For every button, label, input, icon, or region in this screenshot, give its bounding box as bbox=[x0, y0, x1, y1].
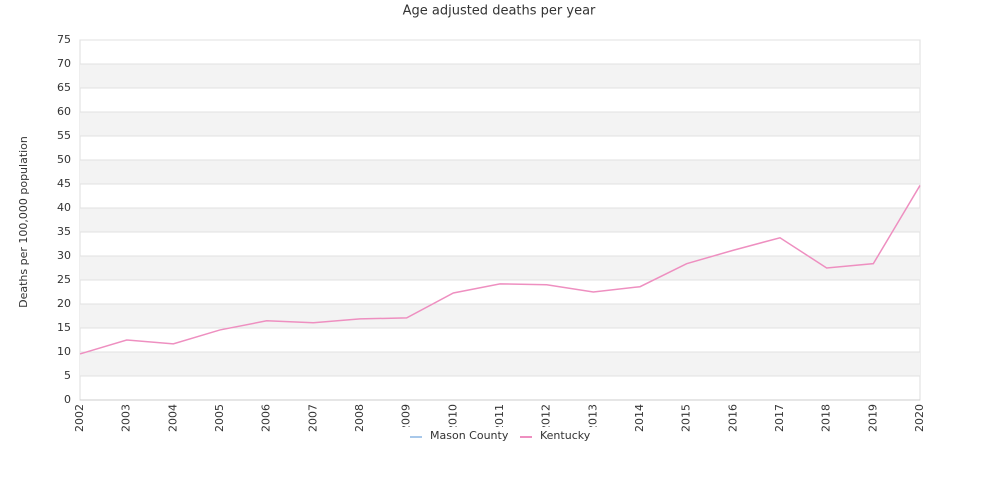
y-tick-label: 30 bbox=[57, 249, 71, 262]
y-tick-label: 35 bbox=[57, 225, 71, 238]
x-tick-label: 2019 bbox=[866, 404, 879, 432]
x-tick-label: 2011 bbox=[493, 404, 506, 432]
y-tick-label: 60 bbox=[57, 105, 71, 118]
grid-band bbox=[80, 352, 920, 376]
x-tick-label: 2017 bbox=[773, 404, 786, 432]
y-tick-label: 0 bbox=[64, 393, 71, 406]
x-tick-label: 2004 bbox=[166, 404, 179, 432]
legend-label: Mason County bbox=[430, 429, 509, 442]
y-tick-label: 75 bbox=[57, 33, 71, 46]
x-tick-label: 2005 bbox=[213, 404, 226, 432]
y-axis-label: Deaths per 100,000 population bbox=[17, 136, 30, 308]
legend-label: Kentucky bbox=[540, 429, 591, 442]
series-line bbox=[79, 185, 921, 355]
y-tick-label: 20 bbox=[57, 297, 71, 310]
x-tick-label: 2020 bbox=[913, 404, 926, 432]
x-tick-label: 2008 bbox=[353, 404, 366, 432]
y-tick-label: 15 bbox=[57, 321, 71, 334]
y-tick-label: 55 bbox=[57, 129, 71, 142]
y-tick-label: 50 bbox=[57, 153, 71, 166]
x-tick-label: 2009 bbox=[400, 404, 413, 432]
x-tick-label: 2003 bbox=[120, 404, 133, 432]
grid-band bbox=[80, 256, 920, 280]
y-tick-label: 5 bbox=[64, 369, 71, 382]
grid-band bbox=[80, 208, 920, 232]
x-tick-label: 2010 bbox=[446, 404, 459, 432]
legend: Mason County Kentucky bbox=[400, 427, 600, 445]
y-tick-label: 40 bbox=[57, 201, 71, 214]
y-tick-label: 65 bbox=[57, 81, 71, 94]
x-tick-label: 2007 bbox=[306, 404, 319, 432]
x-tick-label: 2015 bbox=[680, 404, 693, 432]
x-tick-label: 2013 bbox=[586, 404, 599, 432]
y-tick-label: 45 bbox=[57, 177, 71, 190]
grid-band bbox=[80, 304, 920, 328]
chart-title: Age adjusted deaths per year bbox=[403, 4, 596, 19]
x-tick-label: 2012 bbox=[540, 404, 553, 432]
grid-band bbox=[80, 112, 920, 136]
x-tick-label: 2002 bbox=[73, 404, 86, 432]
y-tick-label: 25 bbox=[57, 273, 71, 286]
x-tick-label: 2016 bbox=[726, 404, 739, 432]
x-tick-label: 2018 bbox=[820, 404, 833, 432]
y-tick-label: 70 bbox=[57, 57, 71, 70]
legend-bg bbox=[400, 427, 600, 445]
grid-band bbox=[80, 160, 920, 184]
x-tick-label: 2006 bbox=[260, 404, 273, 432]
x-tick-label: 2014 bbox=[633, 404, 646, 432]
y-tick-label: 10 bbox=[57, 345, 71, 358]
grid-band bbox=[80, 64, 920, 88]
